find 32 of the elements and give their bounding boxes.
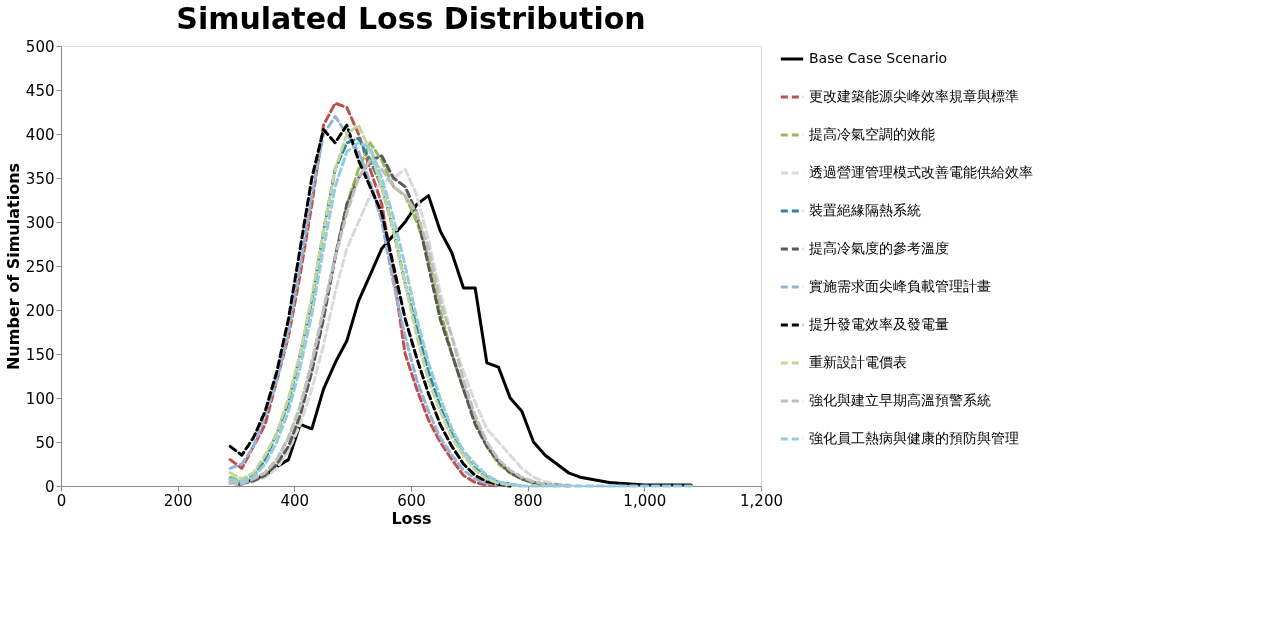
y-tick-label: 500 (25, 37, 55, 56)
y-tick-label: 100 (25, 389, 55, 408)
x-tick-label: 800 (513, 491, 543, 510)
y-tick-label: 300 (25, 213, 55, 232)
y-tick-label: 150 (25, 345, 55, 364)
x-tick-label: 1,200 (740, 491, 783, 510)
y-tick-label: 400 (25, 125, 55, 144)
y-tick-label: 50 (35, 433, 55, 452)
y-axis-title: Number of Simulations (3, 162, 23, 371)
legend-label: 裝置絕緣隔熱系統 (809, 202, 921, 218)
x-tick-label: 1,000 (623, 491, 667, 510)
x-axis-title: Loss (391, 508, 432, 528)
x-tick-label: 0 (56, 491, 67, 510)
legend-label: 透過營運管理模式改善電能供給效率 (809, 164, 1033, 180)
y-tick-label: 250 (25, 257, 55, 276)
y-tick-label: 200 (25, 301, 55, 320)
chart-title: Simulated Loss Distribution (176, 1, 646, 36)
legend-label: 提升發電效率及發電量 (809, 316, 949, 332)
legend-label: 重新設計電價表 (809, 354, 907, 370)
y-tick-label: 450 (25, 81, 55, 100)
legend-label: 提高冷氣空調的效能 (809, 126, 935, 142)
legend-label: 提高冷氣度的參考溫度 (809, 240, 949, 256)
legend-label: 強化員工熱病與健康的預防與管理 (809, 430, 1019, 446)
y-tick-label: 350 (25, 169, 55, 188)
x-tick-label: 200 (163, 491, 193, 510)
legend-label: Base Case Scenario (809, 50, 948, 66)
x-tick-label: 400 (280, 491, 310, 510)
legend-label: 實施需求面尖峰負載管理計畫 (809, 278, 991, 294)
x-tick-label: 600 (397, 491, 426, 510)
legend-label: 更改建築能源尖峰效率規章與標準 (809, 88, 1019, 104)
legend-label: 強化與建立早期高溫預警系統 (809, 392, 991, 408)
y-tick-label: 0 (44, 477, 55, 496)
